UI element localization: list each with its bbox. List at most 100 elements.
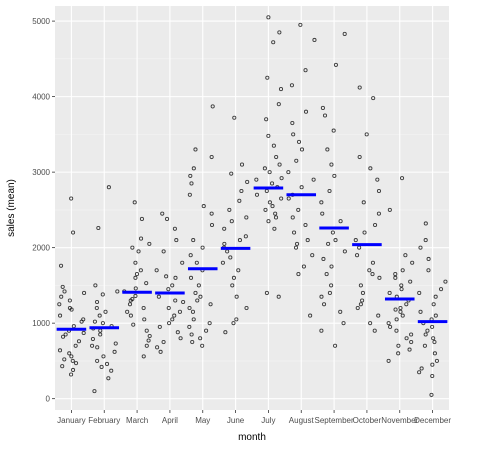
data-point [396, 343, 401, 348]
data-point [70, 367, 76, 373]
data-point [243, 234, 248, 239]
y-tick-label: 0 [46, 395, 51, 404]
data-point [99, 364, 104, 370]
x-tick-label: August [289, 416, 315, 425]
data-point [270, 204, 275, 209]
data-point [172, 226, 177, 231]
data-point [132, 200, 137, 205]
data-point [95, 299, 100, 305]
data-point [404, 336, 409, 341]
data-point [193, 147, 198, 152]
data-point [191, 166, 196, 171]
data-point [154, 268, 159, 273]
data-point [138, 268, 143, 273]
data-point [112, 349, 117, 354]
data-point [191, 317, 196, 322]
data-point [125, 309, 130, 314]
data-point [245, 179, 250, 184]
data-point [195, 298, 200, 303]
data-point [305, 238, 310, 243]
data-point [144, 343, 149, 348]
data-point [57, 302, 62, 307]
data-point [426, 268, 431, 273]
data-point [338, 309, 343, 314]
data-point [362, 230, 367, 235]
x-tick-label: January [57, 416, 85, 425]
data-point [387, 290, 392, 296]
data-point [138, 236, 144, 241]
data-point [57, 348, 63, 353]
data-point [69, 354, 74, 359]
data-point [188, 253, 193, 258]
data-point [376, 188, 382, 194]
data-point [174, 238, 179, 243]
data-point [239, 162, 245, 167]
data-point [322, 113, 328, 118]
data-point [227, 207, 232, 212]
data-point [90, 336, 95, 342]
data-point [368, 321, 373, 326]
data-point [310, 253, 315, 258]
data-point [312, 37, 317, 43]
minor-gridlines [55, 58, 449, 362]
data-point [161, 339, 166, 345]
data-point [438, 287, 444, 292]
data-point [222, 226, 227, 231]
data-point [239, 188, 244, 194]
data-point [98, 332, 103, 337]
data-point [133, 275, 138, 280]
x-tick-label: October [353, 416, 382, 425]
data-point [173, 298, 178, 303]
data-point [103, 309, 108, 314]
data-point [396, 351, 401, 356]
y-tick-label: 5000 [32, 17, 50, 26]
data-point [417, 370, 422, 375]
data-points [57, 15, 448, 397]
data-point [237, 238, 242, 243]
data-point [204, 328, 209, 333]
data-point [398, 309, 403, 314]
data-point [294, 241, 300, 246]
data-point [422, 343, 427, 348]
data-point [180, 260, 185, 265]
data-point [266, 219, 271, 224]
data-point [130, 296, 135, 302]
data-point [62, 357, 67, 362]
data-point [319, 200, 324, 205]
data-point [400, 313, 405, 318]
data-point [264, 290, 269, 296]
data-point [61, 334, 66, 339]
data-point [263, 207, 268, 212]
data-point [188, 173, 193, 178]
data-point [419, 366, 424, 371]
data-point [164, 274, 169, 279]
data-point [394, 317, 399, 322]
data-point [393, 275, 398, 280]
data-point [399, 176, 405, 181]
data-point [266, 133, 271, 138]
data-point [326, 241, 331, 246]
data-point [286, 196, 291, 201]
data-point [353, 238, 358, 243]
data-point [409, 332, 414, 337]
data-point [321, 256, 326, 262]
data-point [410, 260, 415, 265]
data-point [100, 292, 105, 297]
data-point [432, 351, 437, 356]
data-point [408, 279, 413, 284]
data-point [187, 192, 192, 197]
data-point [399, 283, 404, 288]
data-point [181, 299, 186, 305]
data-point [399, 287, 404, 292]
data-point [201, 204, 206, 209]
data-point [370, 272, 375, 277]
data-point [244, 306, 249, 311]
data-point [303, 68, 308, 73]
y-tick-label: 4000 [32, 93, 50, 102]
data-point [262, 166, 267, 171]
data-point [386, 321, 391, 326]
data-point [254, 177, 259, 182]
data-point [324, 272, 329, 277]
data-point [234, 294, 239, 299]
data-point [409, 339, 414, 345]
